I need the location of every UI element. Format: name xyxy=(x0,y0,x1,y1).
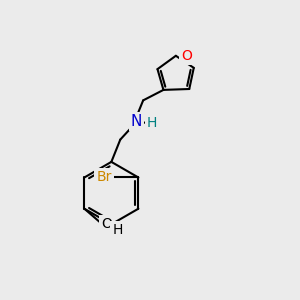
Text: N: N xyxy=(131,114,142,129)
Text: Br: Br xyxy=(96,170,112,184)
Text: H: H xyxy=(147,116,157,130)
Text: O: O xyxy=(181,49,192,63)
Text: O: O xyxy=(101,218,112,232)
Text: H: H xyxy=(112,224,123,237)
